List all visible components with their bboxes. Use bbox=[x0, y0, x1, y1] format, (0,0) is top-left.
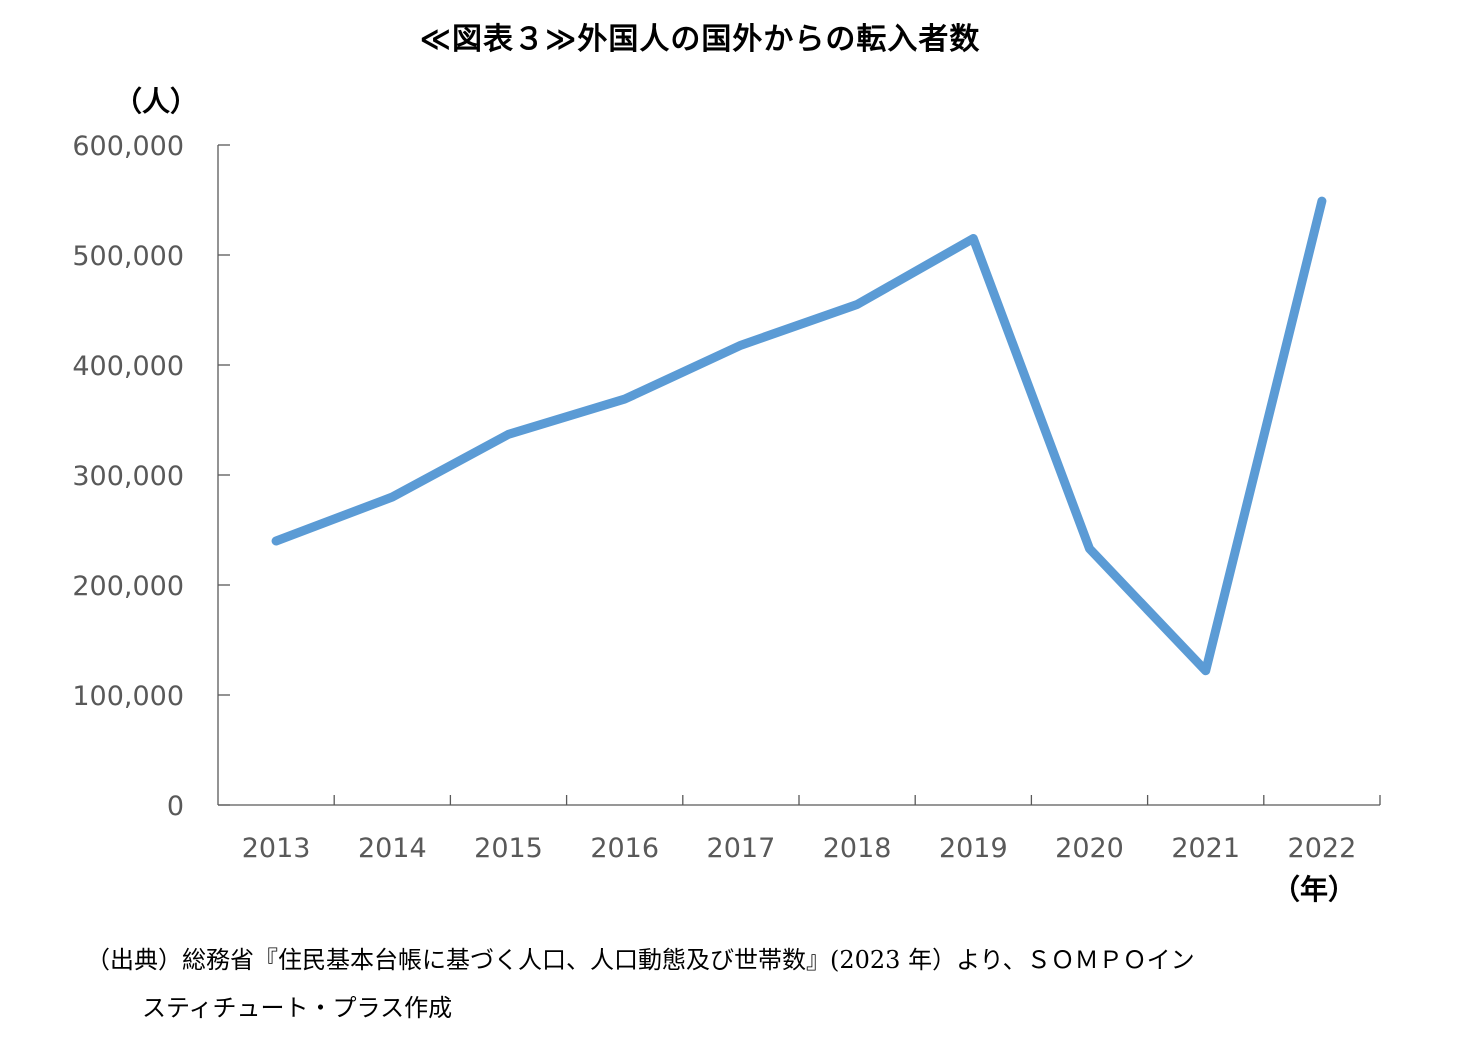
x-tick-label: 2014 bbox=[358, 833, 427, 864]
data-point bbox=[1321, 200, 1323, 202]
y-tick-label: 400,000 bbox=[72, 351, 184, 382]
x-tick-label: 2018 bbox=[823, 833, 892, 864]
x-tick-label: 2016 bbox=[590, 833, 659, 864]
data-point bbox=[391, 496, 393, 498]
data-point bbox=[856, 304, 858, 305]
series-line bbox=[271, 196, 1327, 676]
x-tick-label: 2021 bbox=[1171, 833, 1240, 864]
y-tick-label: 300,000 bbox=[72, 461, 184, 492]
y-tick-label: 100,000 bbox=[72, 681, 184, 712]
x-tick-label: 2019 bbox=[939, 833, 1008, 864]
y-tick-label: 600,000 bbox=[72, 131, 184, 162]
chart-title: ≪図表３≫外国人の国外からの転入者数 bbox=[419, 22, 981, 57]
data-point bbox=[740, 344, 742, 346]
series-group bbox=[271, 196, 1327, 676]
y-tick-labels: 0 100,000 200,000 300,000 400,000 500,000 600,… bbox=[72, 131, 184, 822]
x-tick-label: 2022 bbox=[1288, 833, 1357, 864]
data-point bbox=[972, 238, 974, 239]
y-axis-unit: （人） bbox=[114, 85, 199, 118]
data-point bbox=[1205, 670, 1207, 672]
data-point bbox=[275, 540, 277, 542]
x-tick-label: 2020 bbox=[1055, 833, 1124, 864]
source-line-1: （出典）総務省『住民基本台帳に基づく人口、人口動態及び世帯数』(2023 年）よ… bbox=[86, 946, 1195, 974]
data-point bbox=[1089, 548, 1090, 550]
y-tick-label: 0 bbox=[167, 791, 184, 822]
y-tick-label: 200,000 bbox=[72, 571, 184, 602]
x-tick-label: 2017 bbox=[707, 833, 776, 864]
x-tick-labels: 2013 2014 2015 2016 2017 2018 2019 2020 2021 2022 bbox=[242, 833, 1357, 864]
x-tick-label: 2013 bbox=[242, 833, 311, 864]
data-point bbox=[508, 433, 509, 435]
data-point bbox=[624, 398, 626, 400]
y-tick-label: 500,000 bbox=[72, 241, 184, 272]
x-axis-unit: （年） bbox=[1272, 873, 1357, 906]
source-line-2: スティチュート・プラス作成 bbox=[142, 994, 453, 1022]
axes bbox=[217, 144, 1381, 806]
source-note: （出典）総務省『住民基本台帳に基づく人口、人口動態及び世帯数』(2023 年）よ… bbox=[86, 936, 1366, 1032]
x-tick-label: 2015 bbox=[474, 833, 543, 864]
